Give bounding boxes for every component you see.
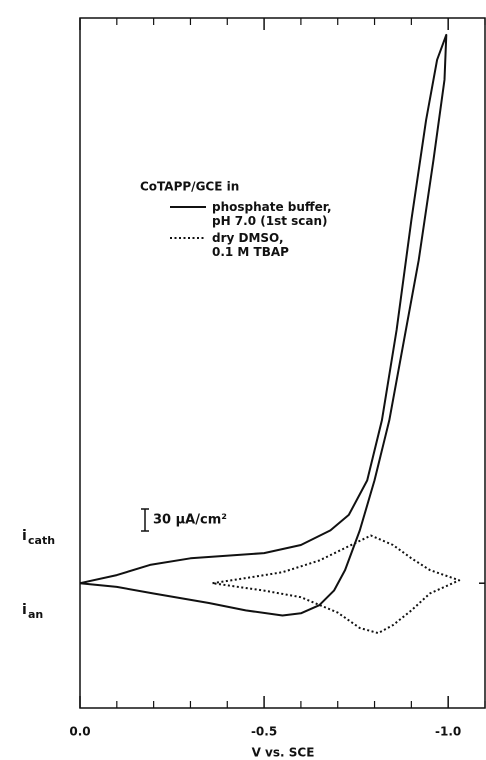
legend-label: dry DMSO, 0.1 M TBAP — [212, 231, 289, 259]
scale-bar — [141, 508, 149, 532]
x-axis-label: V vs. SCE — [252, 746, 315, 760]
data-line — [79, 33, 448, 617]
y-label-sub: cath — [28, 534, 55, 547]
y-label-main: i — [22, 602, 27, 618]
y-label-main: i — [22, 528, 27, 544]
scale-bar-label: 30 µA/cm² — [153, 513, 227, 528]
legend-label: phosphate buffer, pH 7.0 (1st scan) — [212, 200, 332, 228]
y-label-sub: an — [28, 608, 43, 621]
x-tick-label: 0.0 — [69, 725, 90, 739]
plot-frame — [79, 17, 486, 709]
x-tick-label: -0.5 — [251, 725, 277, 739]
legend-title: CoTAPP/GCE in — [140, 180, 239, 194]
data-line — [212, 534, 461, 635]
x-tick-label: -1.0 — [435, 725, 461, 739]
